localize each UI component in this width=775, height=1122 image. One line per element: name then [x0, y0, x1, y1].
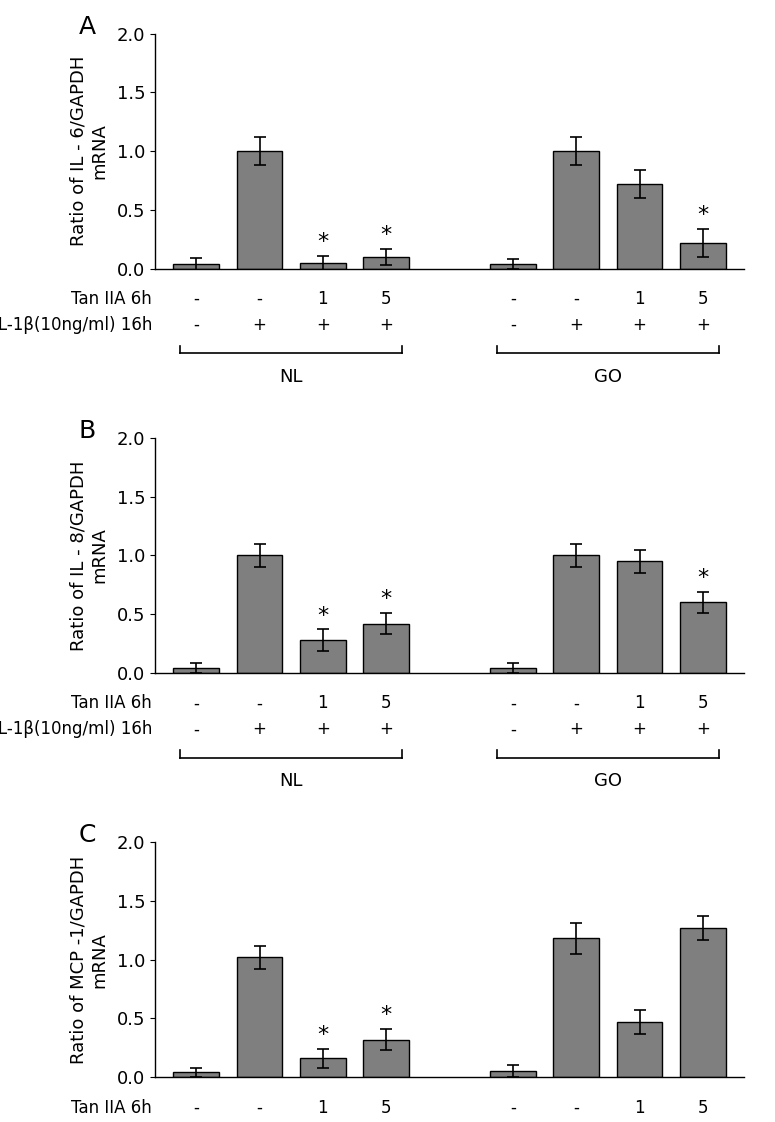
Text: -: - — [574, 695, 579, 712]
Text: 1: 1 — [634, 1098, 645, 1116]
Text: *: * — [381, 226, 392, 246]
Bar — [617, 1022, 663, 1077]
Bar — [553, 555, 599, 673]
Text: NL: NL — [280, 368, 303, 386]
Text: -: - — [574, 1098, 579, 1116]
Text: IL-1β(10ng/ml) 16h: IL-1β(10ng/ml) 16h — [0, 316, 152, 334]
Text: -: - — [193, 720, 199, 738]
Text: -: - — [257, 1098, 263, 1116]
Text: +: + — [253, 720, 267, 738]
Bar — [363, 624, 409, 673]
Text: *: * — [698, 205, 708, 226]
Text: -: - — [510, 720, 516, 738]
Text: GO: GO — [594, 368, 622, 386]
Bar — [174, 669, 219, 673]
Y-axis label: Ratio of MCP -1/GAPDH
mRNA: Ratio of MCP -1/GAPDH mRNA — [70, 855, 109, 1064]
Text: 5: 5 — [381, 1098, 391, 1116]
Text: -: - — [510, 316, 516, 334]
Bar — [363, 1039, 409, 1077]
Text: -: - — [257, 291, 263, 309]
Bar — [363, 257, 409, 268]
Text: +: + — [316, 316, 330, 334]
Text: -: - — [574, 291, 579, 309]
Text: 5: 5 — [381, 291, 391, 309]
Bar — [490, 669, 536, 673]
Text: -: - — [510, 1098, 516, 1116]
Text: A: A — [78, 15, 95, 39]
Text: 1: 1 — [318, 695, 328, 712]
Text: 1: 1 — [318, 291, 328, 309]
Text: *: * — [317, 606, 329, 626]
Bar — [553, 151, 599, 268]
Bar — [300, 640, 346, 673]
Text: *: * — [698, 568, 708, 588]
Y-axis label: Ratio of IL - 8/GAPDH
mRNA: Ratio of IL - 8/GAPDH mRNA — [70, 460, 109, 651]
Text: +: + — [379, 720, 393, 738]
Text: Tan IIA 6h: Tan IIA 6h — [71, 1098, 152, 1116]
Text: Tan IIA 6h: Tan IIA 6h — [71, 291, 152, 309]
Y-axis label: Ratio of IL - 6/GAPDH
mRNA: Ratio of IL - 6/GAPDH mRNA — [70, 56, 109, 247]
Text: 1: 1 — [634, 695, 645, 712]
Text: *: * — [317, 232, 329, 252]
Text: +: + — [696, 720, 710, 738]
Bar — [617, 561, 663, 673]
Text: *: * — [381, 1005, 392, 1026]
Text: -: - — [257, 695, 263, 712]
Text: 1: 1 — [634, 291, 645, 309]
Text: 5: 5 — [698, 1098, 708, 1116]
Text: -: - — [510, 291, 516, 309]
Text: 1: 1 — [318, 1098, 328, 1116]
Text: -: - — [193, 316, 199, 334]
Text: NL: NL — [280, 772, 303, 790]
Text: +: + — [696, 316, 710, 334]
Text: GO: GO — [594, 772, 622, 790]
Text: +: + — [253, 316, 267, 334]
Bar — [236, 151, 282, 268]
Text: +: + — [632, 720, 646, 738]
Text: IL-1β(10ng/ml) 16h: IL-1β(10ng/ml) 16h — [0, 720, 152, 738]
Text: 5: 5 — [698, 695, 708, 712]
Text: +: + — [569, 720, 583, 738]
Bar — [174, 1073, 219, 1077]
Text: +: + — [316, 720, 330, 738]
Text: -: - — [193, 1098, 199, 1116]
Text: +: + — [379, 316, 393, 334]
Text: *: * — [317, 1026, 329, 1046]
Text: *: * — [381, 589, 392, 609]
Bar — [680, 242, 725, 268]
Bar — [490, 1072, 536, 1077]
Text: B: B — [78, 420, 95, 443]
Text: -: - — [510, 695, 516, 712]
Text: 5: 5 — [698, 291, 708, 309]
Bar — [490, 264, 536, 268]
Text: C: C — [78, 824, 96, 847]
Bar — [617, 184, 663, 268]
Text: +: + — [632, 316, 646, 334]
Bar — [680, 603, 725, 673]
Text: 5: 5 — [381, 695, 391, 712]
Text: -: - — [193, 291, 199, 309]
Bar — [300, 1058, 346, 1077]
Bar — [174, 264, 219, 268]
Bar — [300, 263, 346, 268]
Bar — [553, 938, 599, 1077]
Bar — [680, 928, 725, 1077]
Bar — [236, 555, 282, 673]
Bar — [236, 957, 282, 1077]
Text: +: + — [569, 316, 583, 334]
Text: Tan IIA 6h: Tan IIA 6h — [71, 695, 152, 712]
Text: -: - — [193, 695, 199, 712]
